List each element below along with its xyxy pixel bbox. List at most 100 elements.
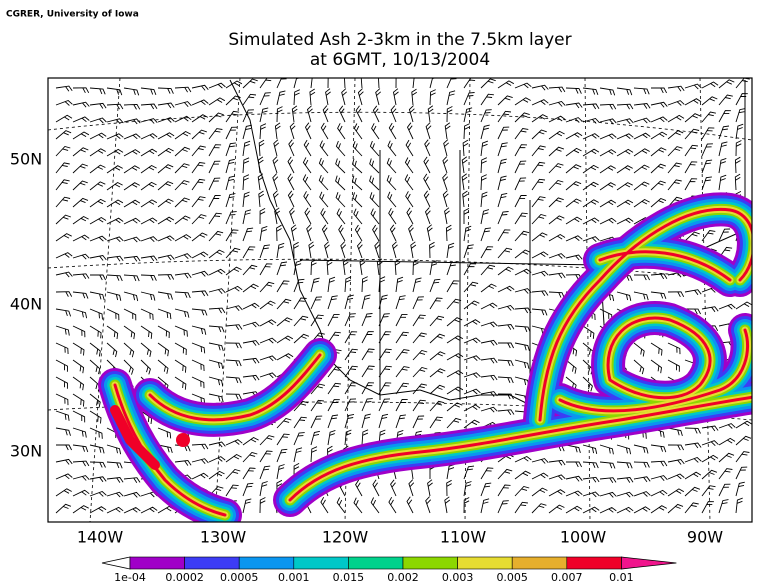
wind-barb [55,488,72,497]
wind-barb [106,133,124,140]
wind-barb [565,490,583,497]
wind-barb [324,241,330,259]
colorbar-label: 0.01 [609,571,634,584]
lon-label: 130W [200,528,247,547]
wind-barb [531,487,548,497]
lon-label: 140W [77,528,124,547]
wind-barb [514,485,530,497]
wind-barb [599,118,617,125]
ash-plumes [98,192,752,522]
wind-barb [684,231,700,242]
wind-barb [157,342,169,357]
wind-barb [701,159,713,174]
wind-barb [548,474,566,481]
wind-barb [667,444,684,451]
wind-barb [225,324,243,330]
wind-barb [565,444,581,454]
wind-barb [259,450,273,463]
wind-barb [497,266,514,276]
wind-barb [633,164,650,174]
wind-barb [599,444,614,455]
wind-barb [242,436,259,446]
wind-barb [374,241,381,259]
wind-barb [291,105,298,123]
wind-barb [302,174,312,191]
ash-core [176,433,190,447]
wind-barb [242,78,258,89]
wind-barb [735,481,745,497]
wind-barb [718,110,731,123]
wind-barb [327,366,342,378]
wind-barb [344,382,358,395]
wind-barb [355,479,363,497]
wind-barb [191,145,206,157]
wind-barb [412,383,427,395]
wind-barb [395,414,406,429]
wind-barb [123,506,141,514]
wind-barb [293,78,302,89]
wind-barb [287,190,295,208]
wind-barb [340,241,347,259]
wind-barb [225,247,241,259]
wind-barb [514,128,529,140]
wind-barb [242,140,251,157]
wind-barb [412,78,417,89]
wind-barb [72,291,89,299]
wind-barb [259,123,267,140]
wind-barb [446,386,464,395]
wind-barb [157,427,172,439]
wind-barb [123,308,137,321]
wind-barb [531,232,548,242]
wind-barb [735,93,748,106]
wind-barb [463,355,481,362]
wind-barb [123,103,141,110]
wind-barb [123,477,141,483]
wind-barb [123,133,141,140]
wind-barb [514,195,527,208]
wind-barb [257,173,264,191]
wind-barb [378,78,380,89]
wind-barb [242,357,260,364]
wind-barb [667,130,684,140]
wind-barb [633,148,650,157]
wind-barb [650,163,666,174]
wind-barb [327,429,336,446]
wind-barb [701,454,719,463]
wind-barb [259,435,275,446]
ash-plume [148,353,322,422]
wind-barb [667,459,685,465]
wind-barb [718,499,729,514]
wind-barb [599,133,617,140]
wind-barb [395,382,409,395]
wind-barb [191,178,206,191]
wind-barb [72,180,88,191]
wind-barb [72,444,89,453]
wind-barb [633,342,645,357]
wind-barb [89,164,106,174]
wind-barb [327,331,341,344]
wind-barb [497,285,515,293]
wind-barb [616,148,634,157]
wind-barb [55,376,68,389]
wind-barb [548,489,566,497]
wind-barb [276,335,294,344]
wind-barb [372,224,380,242]
wind-barb [208,393,224,403]
wind-barb [548,100,566,107]
wind-barb [106,325,119,340]
wind-barb [735,451,750,463]
wind-barb [497,80,515,89]
wind-barb [616,199,634,208]
wind-barb [684,98,702,106]
colorbar-label: 0.0002 [165,571,204,584]
wind-barb [174,101,192,108]
wind-barb [378,398,391,412]
wind-barb [293,315,309,327]
wind-barb [242,451,258,463]
wind-barb [548,197,564,208]
wind-barb [310,399,324,412]
wind-barb [259,208,266,225]
wind-barb [497,324,515,330]
wind-barb [338,105,346,123]
wind-barb [293,89,300,106]
